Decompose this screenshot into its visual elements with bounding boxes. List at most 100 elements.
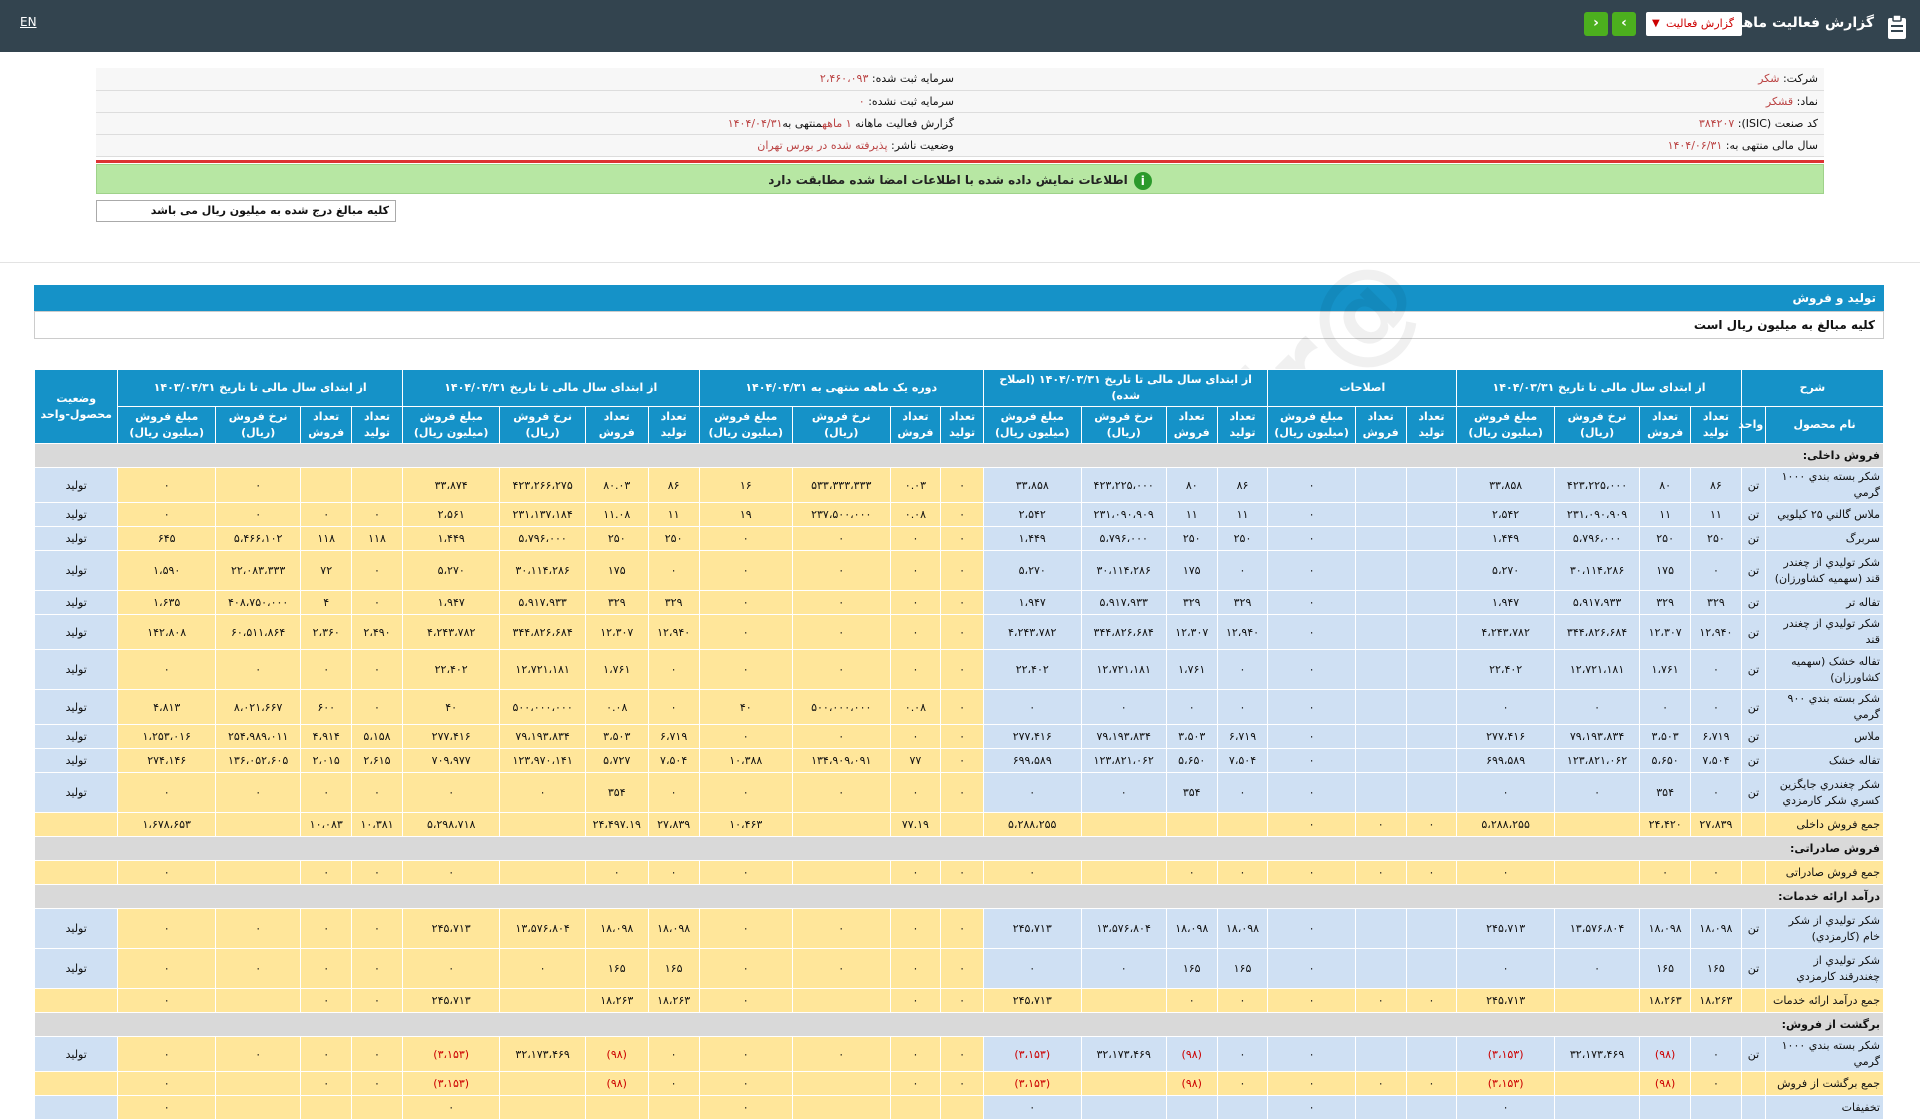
- value-cell: [499, 1095, 586, 1120]
- value-cell: ۰: [889, 860, 942, 885]
- value-cell: ۰.۰۸: [584, 689, 649, 725]
- value-cell: ۲۴۵،۷۱۳: [401, 908, 501, 949]
- value-cell: ۵،۲۷۰: [401, 550, 501, 591]
- value-cell: ۵،۷۹۶،۰۰۰: [1080, 526, 1167, 551]
- product-name-cell: تفاله خشک: [1765, 748, 1884, 773]
- value-cell: ۰: [1405, 988, 1458, 1013]
- value-cell: [1354, 550, 1407, 591]
- table-row: شکر بسته بندي ۹۰۰ گرمي تن ۰ ۰ ۰ ۰ ۰ ۰ ۰ ۰ ۰ ۰ ۰.۰۸ ۵۰…: [33, 689, 1884, 725]
- value-cell: (۹۸): [584, 1036, 649, 1072]
- value-cell: ۰: [647, 689, 700, 725]
- value-cell: ۳۲،۱۷۳،۴۶۹: [1553, 1036, 1641, 1072]
- value-cell: ۲۵۰: [1690, 526, 1742, 551]
- status-cell: تولید: [33, 1036, 119, 1072]
- company-value[interactable]: شکر: [1758, 72, 1780, 86]
- value-cell: ۰: [940, 590, 984, 615]
- value-cell: ۱۶۵: [1639, 948, 1692, 989]
- product-name-cell: جمع برگشت از فروش: [1765, 1071, 1884, 1096]
- table-row: شکر توليدي از چغندر قند (سهميه کشاورزان)…: [33, 550, 1884, 591]
- value-cell: [792, 1071, 891, 1096]
- value-cell: ۳۳،۸۵۸: [982, 467, 1082, 503]
- unit-cell: [1740, 1095, 1767, 1120]
- value-cell: ۳۲۹: [1216, 590, 1269, 615]
- value-cell: ۲،۵۶۱: [401, 502, 501, 527]
- value-cell: [792, 1095, 891, 1120]
- value-cell: ۰: [698, 590, 794, 615]
- value-cell: [499, 988, 586, 1013]
- col-sales-g6: تعداد فروش: [300, 406, 353, 444]
- column-header-row: نام محصول واحد تعداد تولید تعداد فروش نرخ فر…: [35, 406, 1884, 444]
- value-cell: [351, 467, 403, 503]
- value-cell: [1405, 1036, 1458, 1072]
- value-cell: ۰: [1639, 689, 1692, 725]
- next-button[interactable]: ›: [1612, 12, 1636, 36]
- report-type-dropdown[interactable]: گزارش فعالیت ▼: [1646, 12, 1742, 36]
- language-switch[interactable]: EN: [20, 15, 37, 29]
- value-cell: ۱۶۵: [1216, 948, 1269, 989]
- value-cell: ۰: [117, 467, 216, 503]
- value-cell: ۸۶: [1690, 467, 1742, 503]
- value-cell: (۳،۱۵۳): [982, 1071, 1082, 1096]
- value-cell: ۱،۷۶۱: [1165, 649, 1218, 690]
- clipboard-icon[interactable]: [1886, 14, 1908, 40]
- value-cell: [647, 1095, 700, 1120]
- value-cell: [1354, 748, 1407, 773]
- status-header: وضعیت محصول-واحد: [33, 369, 119, 444]
- value-cell: [940, 1095, 984, 1120]
- value-cell: ۰: [1267, 748, 1356, 773]
- value-cell: ۰: [647, 772, 700, 813]
- value-cell: ۲۴۵،۷۱۳: [982, 988, 1082, 1013]
- value-cell: ۳۰،۱۱۴،۲۸۶: [1080, 550, 1167, 591]
- value-cell: ۰: [117, 649, 216, 690]
- value-cell: ۰: [940, 526, 984, 551]
- value-cell: ۰: [889, 1071, 942, 1096]
- value-cell: ۰: [1267, 772, 1356, 813]
- value-cell: ۰: [792, 526, 891, 551]
- value-cell: ۱۳،۵۷۶،۸۰۴: [499, 908, 586, 949]
- value-cell: [1354, 590, 1407, 615]
- value-cell: [1354, 1095, 1407, 1120]
- fiscal-year-cell: سال مالی منتهی به: ۱۴۰۴/۰۶/۳۱: [960, 134, 1824, 157]
- col-amount-g1: مبلغ فروش (میلیون ریال): [1456, 406, 1555, 444]
- value-cell: ۱۸،۰۹۸: [1690, 908, 1742, 949]
- value-cell: ۰: [1267, 526, 1356, 551]
- isic-label: کد صنعت (ISIC):: [1737, 116, 1818, 130]
- value-cell: ۸۶: [647, 467, 700, 503]
- value-cell: [1354, 1036, 1407, 1072]
- value-cell: ۰: [117, 1036, 216, 1072]
- value-cell: ۰: [1267, 724, 1356, 749]
- value-cell: ۲۳۱،۰۹۰،۹۰۹: [1080, 502, 1167, 527]
- value-cell: ۰: [300, 948, 353, 989]
- value-cell: [1080, 1095, 1167, 1120]
- value-cell: ۳۲۹: [1639, 590, 1692, 615]
- symbol-value[interactable]: قشکر: [1765, 94, 1794, 108]
- status-cell: تولید: [33, 689, 119, 725]
- value-cell: ۰: [351, 649, 403, 690]
- value-cell: ۰: [214, 502, 302, 527]
- col-sales-g1: تعداد فروش: [1639, 406, 1692, 444]
- value-cell: ۵،۴۶۶،۱۰۲: [214, 526, 302, 551]
- value-cell: ۰: [698, 724, 794, 749]
- value-cell: ۰: [982, 948, 1082, 989]
- value-cell: [1405, 502, 1458, 527]
- value-cell: ۰: [351, 590, 403, 615]
- value-cell: ۴،۹۱۴: [300, 724, 353, 749]
- status-cell: تولید: [33, 948, 119, 989]
- capital-label: سرمایه ثبت شده:: [871, 72, 954, 86]
- value-cell: ۷،۵۰۴: [647, 748, 700, 773]
- value-cell: ۰: [1405, 860, 1458, 885]
- value-cell: [1405, 526, 1458, 551]
- value-cell: [214, 1095, 302, 1120]
- value-cell: ۳۲۹: [584, 590, 649, 615]
- value-cell: (۳،۱۵۳): [401, 1036, 501, 1072]
- previous-button[interactable]: ‹: [1584, 12, 1608, 36]
- value-cell: [792, 812, 891, 837]
- value-cell: ۵،۷۹۶،۰۰۰: [499, 526, 586, 551]
- report-period-cell: گزارش فعالیت ماهانه ۱ ماههمنتهی به۱۴۰۴/۰…: [96, 112, 960, 135]
- value-cell: ۲۵۰: [1639, 526, 1692, 551]
- value-cell: ۰: [1216, 550, 1269, 591]
- value-cell: ۰: [889, 772, 942, 813]
- value-cell: ۲،۶۱۵: [351, 748, 403, 773]
- col-rate-g1: نرخ فروش (ریال): [1553, 406, 1641, 444]
- category-label: برگشت از فروش:: [34, 1012, 1884, 1037]
